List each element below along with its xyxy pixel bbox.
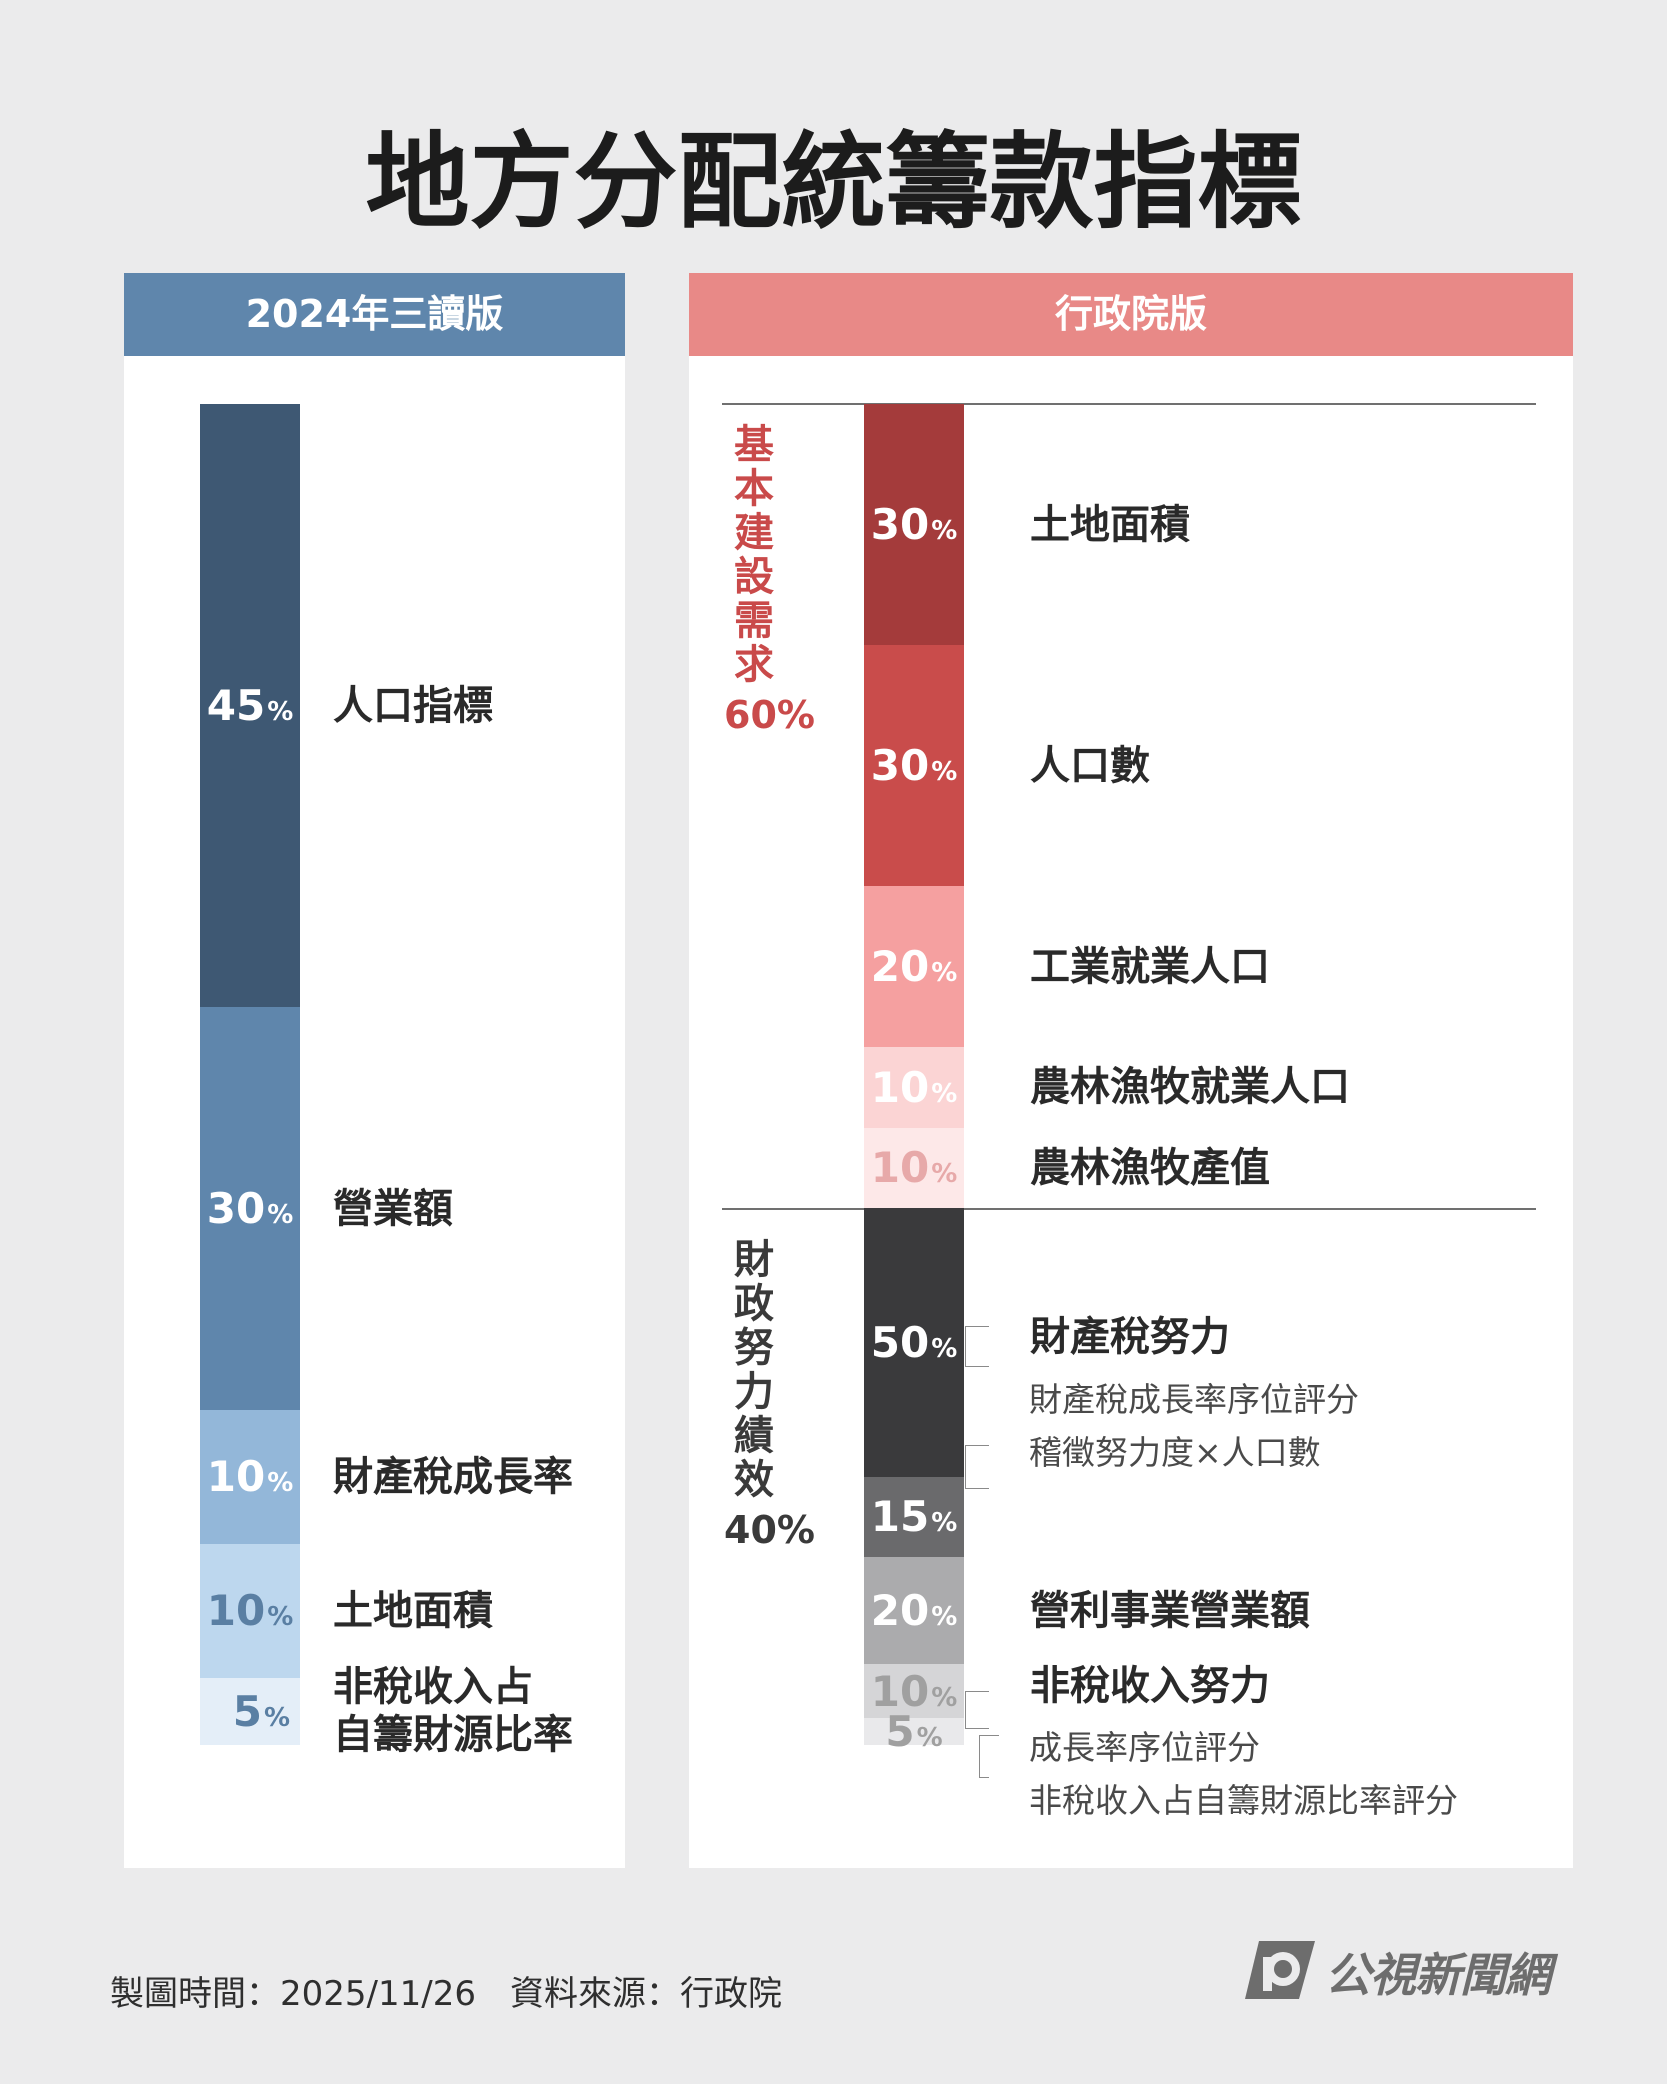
note-property-tax-growth: 財產稅成長率序位評分 [1029,1380,1359,1419]
left-bar-value-label: 5% [232,1686,290,1736]
note-non-tax-growth: 成長率序位評分 [1029,1728,1260,1767]
left-bar-value-label: 30% [206,1184,294,1234]
right-panel: 行政院版 基本建設需求 60% 財政努力績效 40% 30% 土地面積 30% 人口數… [689,273,1573,1868]
bracket-non-tax-b-h [979,1735,999,1736]
bracket-non-tax-a-h2 [965,1728,989,1729]
left-bar-value-label: 45% [206,681,294,731]
bracket-property-tax-top [965,1326,966,1366]
right-bar-segment: 50% [864,1208,964,1477]
group-label-fiscal-effort-text: 財政努力績效 [734,1237,774,1503]
right-bar-value-label: 50% [870,1317,958,1367]
left-bar-segment: 10% [200,1543,300,1678]
left-bar-category-label: 財產稅成長率 [333,1453,573,1500]
left-bar-category-label: 人口指標 [333,682,493,729]
pts-logo-icon [1245,1941,1315,1999]
group-label-fiscal-effort-pct: 40% [724,1508,815,1552]
bracket-non-tax-a-h [965,1691,989,1692]
right-bar-segment: 10% [864,1127,964,1208]
right-bar-category-label: 農林漁牧產值 [1030,1144,1270,1191]
right-bar-value-label: 15% [870,1492,958,1542]
right-bar-value-label: 20% [870,1586,958,1636]
right-bar-segment: 20% [864,1557,964,1665]
left-bar-value-label: 10% [206,1586,294,1636]
right-bar-category-label: 財產稅努力 [1030,1314,1230,1360]
left-bar-category-label: 土地面積 [333,1587,493,1634]
right-bar-value-label: 30% [870,741,958,791]
group-label-basic-construction-pct: 60% [724,693,815,737]
note-collection-effort: 稽徵努力度×人口數 [1029,1433,1321,1472]
group-label-basic-construction: 基本建設需求 60% [724,422,815,737]
right-bar-value-label: 20% [870,942,958,992]
right-bar-category-label: 土地面積 [1030,501,1190,548]
left-bar-segment: 5% [200,1677,300,1745]
left-bar-segment: 30% [200,1007,300,1410]
left-bar-category-label: 非稅收入占 自籌財源比率 [333,1664,573,1759]
page-title: 地方分配統籌款指標 [365,121,1302,243]
right-bar-value-label: 5% [885,1707,943,1757]
right-bar-category-label: 非稅收入努力 [1030,1663,1270,1709]
right-bar-segment: 30% [864,404,964,646]
right-bar-segment: 15% [864,1476,964,1558]
bracket-non-tax-a [965,1691,966,1728]
bracket-non-tax-b [979,1735,980,1777]
right-bar-segment: 5% [864,1707,964,1756]
left-bar-segment: 10% [200,1409,300,1544]
bracket-property-tax-bottom-h2 [965,1488,989,1489]
right-bar-category-label: 營利事業營業額 [1030,1587,1310,1634]
right-bar-category-label: 農林漁牧就業人口 [1030,1064,1350,1111]
bracket-property-tax-bottom-h [965,1445,989,1446]
right-bar-value-label: 10% [870,1062,958,1112]
right-bar-value-label: 10% [870,1143,958,1193]
divider-middle [722,1208,1536,1210]
left-panel-header: 2024年三讀版 [124,273,625,356]
bracket-non-tax-b-h2 [979,1777,989,1778]
left-bar-category-label: 營業額 [333,1185,453,1232]
divider-top [722,403,1536,405]
right-bar-segment: 10% [864,1047,964,1128]
bracket-property-tax-top-h2 [965,1366,989,1367]
left-bar-value-label: 10% [206,1452,294,1502]
note-non-tax-ratio: 非稅收入占自籌財源比率評分 [1029,1781,1458,1820]
right-bar-category-label: 工業就業人口 [1030,943,1270,990]
right-bar-category-label: 人口數 [1030,742,1150,789]
group-label-fiscal-effort: 財政努力績效 40% [724,1237,815,1552]
right-bar-segment: 30% [864,645,964,887]
left-bar-segment: 45% [200,404,300,1008]
pts-logo-text: 公視新聞網 [1325,1948,1551,2002]
right-bar-segment: 10% [864,1664,964,1719]
right-bar-value-label: 30% [870,500,958,550]
bracket-property-tax-top-h [965,1326,989,1327]
left-panel: 2024年三讀版 45% 人口指標 30% 營業額 10% 財產稅成長率 10% 土地面積 5%… [124,273,625,1868]
right-bar-segment: 20% [864,886,964,1048]
group-label-basic-construction-text: 基本建設需求 [734,422,774,688]
pts-news-logo: 公視新聞網 [1245,1935,1560,2005]
right-bar-value-label: 10% [870,1666,958,1716]
bracket-property-tax-bottom [965,1445,966,1488]
footer-credit: 製圖時間：2025/11/26 資料來源：行政院 [110,1974,782,2014]
right-panel-header: 行政院版 [689,273,1573,356]
